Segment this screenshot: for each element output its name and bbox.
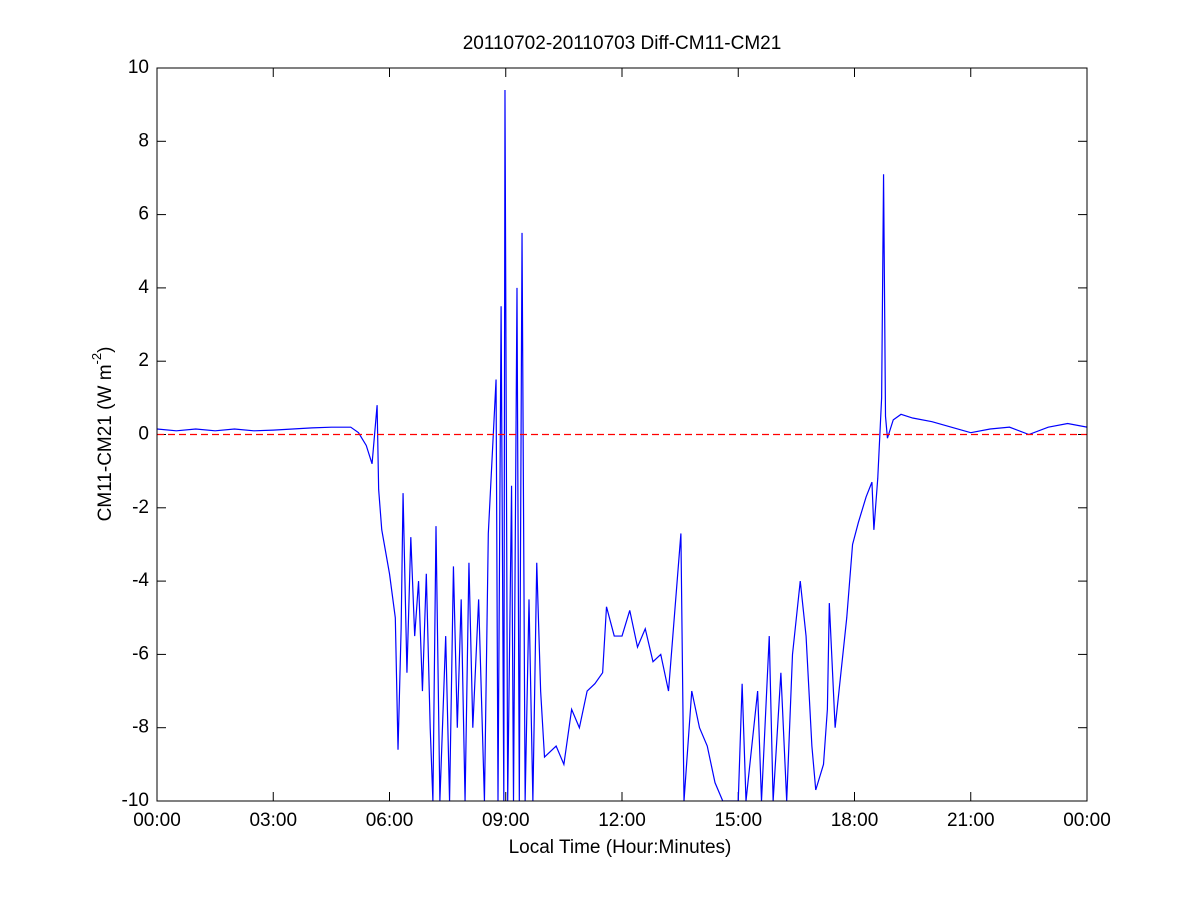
x-tick-label: 21:00 xyxy=(947,810,995,831)
y-tick-label: 8 xyxy=(138,130,149,151)
x-tick-label: 15:00 xyxy=(714,810,762,831)
y-tick-label: 2 xyxy=(138,350,149,371)
y-tick-label: 4 xyxy=(138,277,149,298)
x-tick-label: 03:00 xyxy=(249,810,297,831)
axes-box xyxy=(156,67,1088,802)
x-tick-label: 12:00 xyxy=(598,810,646,831)
y-tick-label: -10 xyxy=(122,790,149,811)
data-line xyxy=(157,89,1087,801)
y-label-suffix: ) xyxy=(95,347,116,353)
y-tick-label: -4 xyxy=(132,570,149,591)
y-label-text: CM11-CM21 (W m xyxy=(95,364,116,521)
plot-area xyxy=(157,89,1087,801)
chart-title: 20110702-20110703 Diff-CM11-CM21 xyxy=(463,33,782,54)
x-axis-label: Local Time (Hour:Minutes) xyxy=(509,837,732,858)
y-label-superscript: -2 xyxy=(89,353,104,365)
y-tick-label: 6 xyxy=(138,204,149,225)
x-tick-label: 18:00 xyxy=(831,810,879,831)
x-tick-label: 06:00 xyxy=(366,810,414,831)
y-tick-label: 0 xyxy=(138,424,149,445)
y-tick-label: -8 xyxy=(132,717,149,738)
y-tick-label: 10 xyxy=(128,57,149,78)
x-tick-label: 09:00 xyxy=(482,810,530,831)
y-tick-label: -2 xyxy=(132,497,149,518)
y-axis-label: CM11-CM21 (W m-2) xyxy=(89,347,116,522)
x-tick-label: 00:00 xyxy=(133,810,181,831)
x-tick-label: 00:00 xyxy=(1063,810,1111,831)
y-tick-label: -6 xyxy=(132,643,149,664)
